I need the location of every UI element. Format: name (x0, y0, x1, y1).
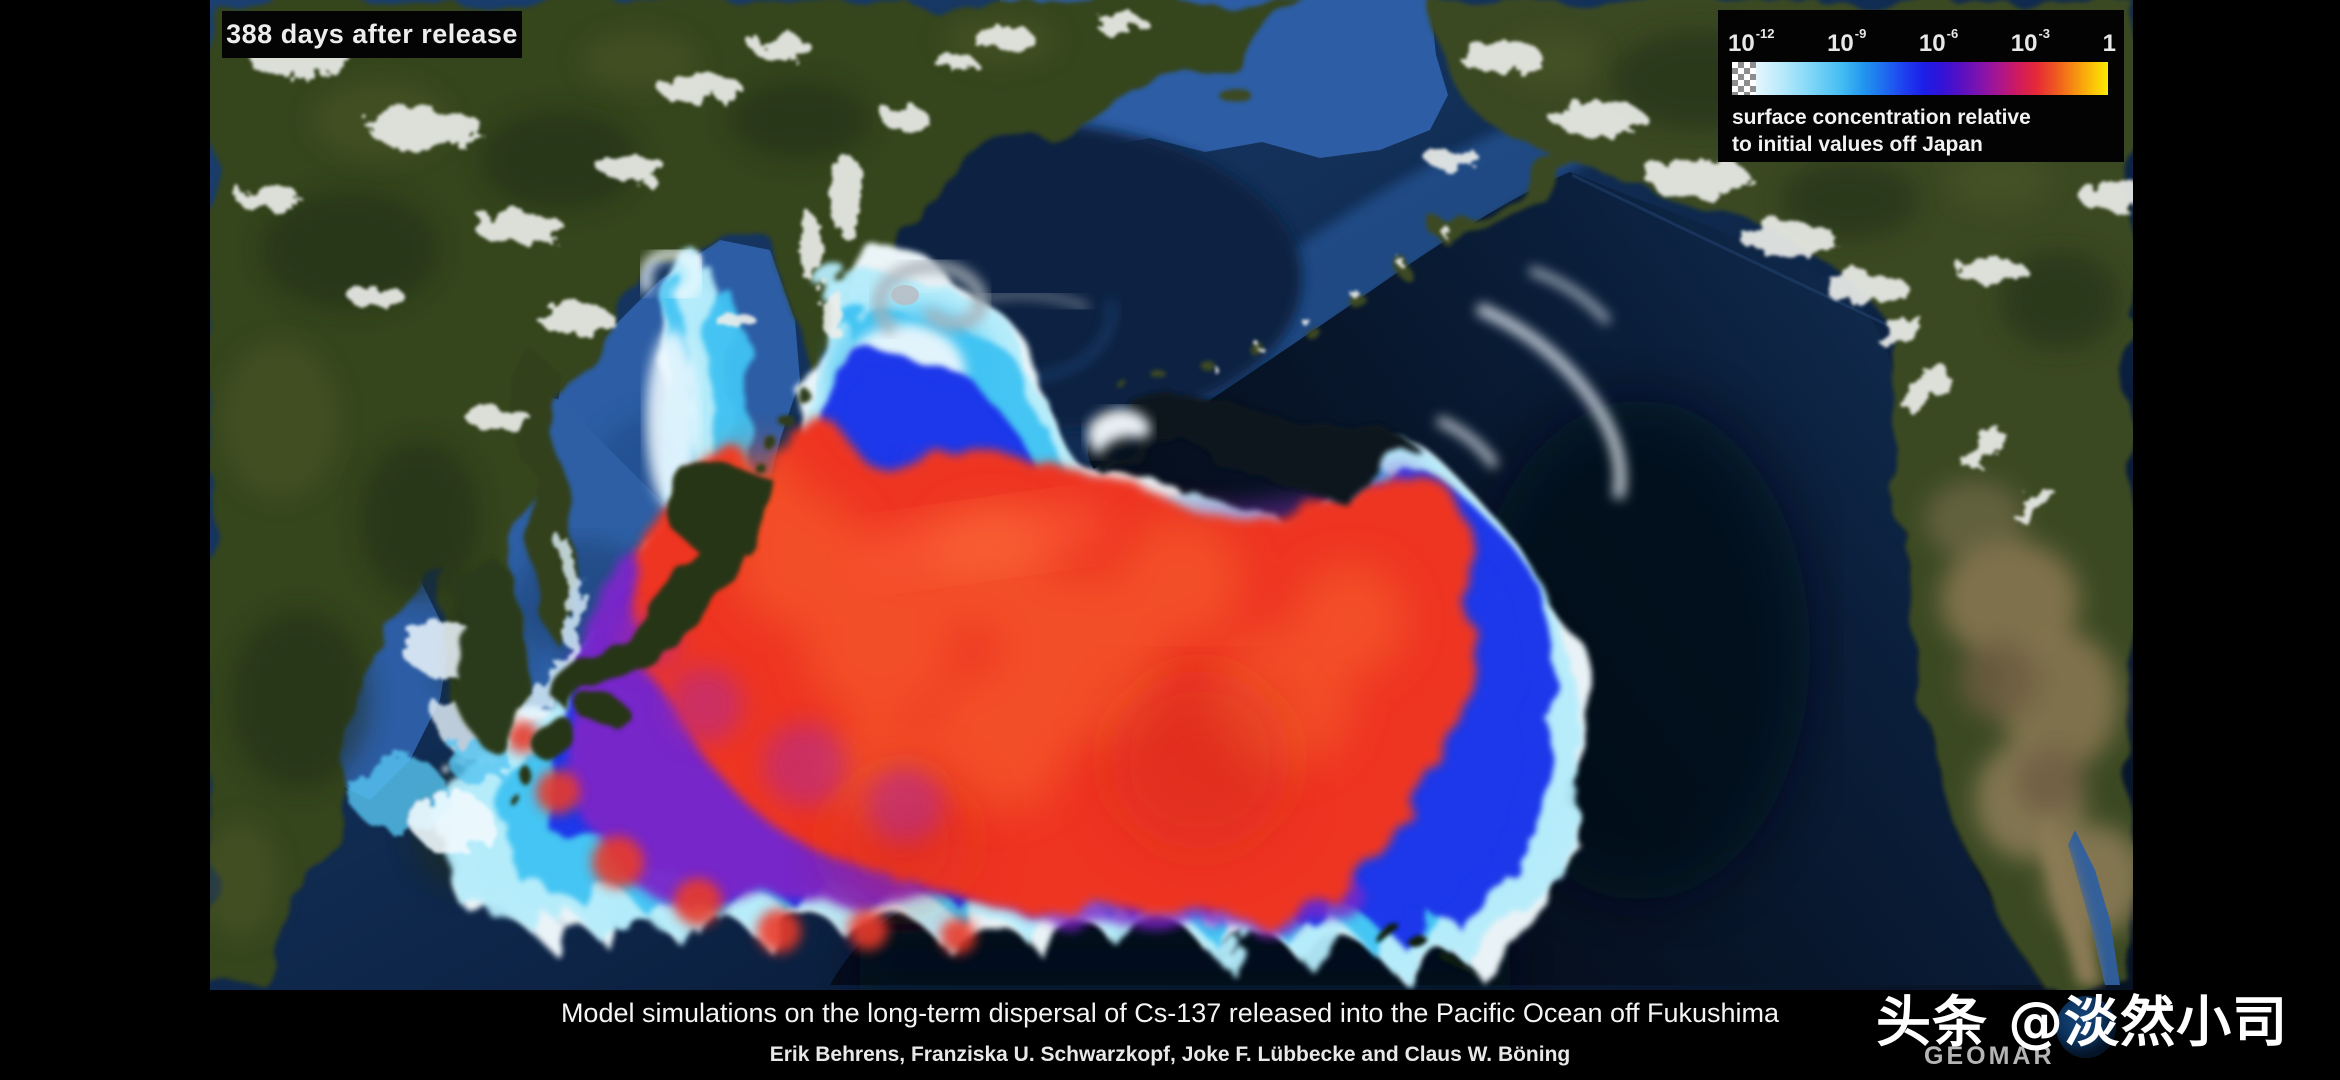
legend-tick: 10-9 (1827, 26, 1867, 57)
colorbar-transparency-checker (1732, 62, 1756, 95)
legend-panel: 10-12 10-9 10-6 10-3 1 surface concentra… (1718, 10, 2124, 162)
legend-caption-line2: to initial values off Japan (1732, 133, 1983, 156)
legend-tick: 10-12 (1728, 26, 1775, 57)
legend-caption-line1: surface concentration relative (1732, 106, 2031, 129)
caption-authors: Erik Behrens, Franziska U. Schwarzkopf, … (769, 1043, 1571, 1066)
legend-tick: 1 (2102, 30, 2116, 57)
legend-caption: surface concentration relative to initia… (1732, 104, 2031, 158)
legend-tick: 10-6 (1918, 26, 1959, 57)
watermark-text: 头条 @淡然小司 (1876, 990, 2289, 1054)
caption-title: Model simulations on the long-term dispe… (560, 998, 1780, 1028)
legend-tick-row: 10-12 10-9 10-6 10-3 1 (1728, 18, 2116, 58)
geomar-wordmark: GEOMAR (1924, 1042, 2055, 1070)
time-label: 388 days after release (222, 11, 522, 58)
geomar-logo-icon (2056, 996, 2116, 1058)
caption-bar (0, 990, 2340, 1080)
legend-tick: 10-3 (2010, 26, 2051, 57)
legend-colorbar (1732, 62, 2108, 95)
